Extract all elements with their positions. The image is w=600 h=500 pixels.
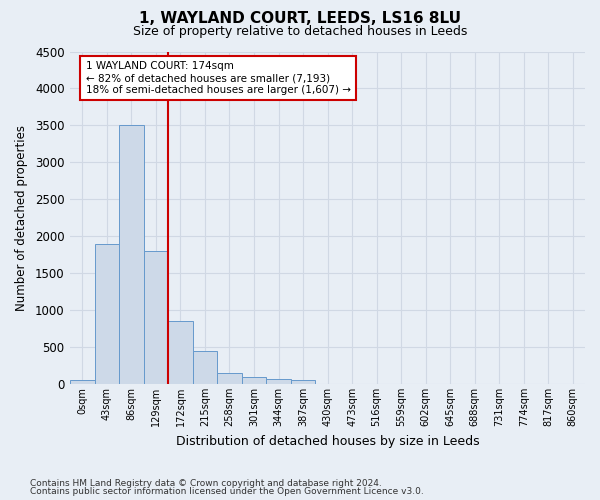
Bar: [95, 244, 119, 384]
Bar: [70, 380, 95, 384]
Bar: [143, 251, 168, 384]
Y-axis label: Number of detached properties: Number of detached properties: [15, 125, 28, 311]
Bar: [291, 380, 316, 384]
Bar: [217, 373, 242, 384]
Text: Contains HM Land Registry data © Crown copyright and database right 2024.: Contains HM Land Registry data © Crown c…: [30, 478, 382, 488]
Text: Size of property relative to detached houses in Leeds: Size of property relative to detached ho…: [133, 25, 467, 38]
Bar: [168, 321, 193, 384]
Bar: [242, 376, 266, 384]
Text: 1 WAYLAND COURT: 174sqm
← 82% of detached houses are smaller (7,193)
18% of semi: 1 WAYLAND COURT: 174sqm ← 82% of detache…: [86, 62, 350, 94]
Bar: [193, 351, 217, 384]
Text: Contains public sector information licensed under the Open Government Licence v3: Contains public sector information licen…: [30, 487, 424, 496]
Bar: [119, 126, 143, 384]
X-axis label: Distribution of detached houses by size in Leeds: Distribution of detached houses by size …: [176, 434, 479, 448]
Bar: [266, 379, 291, 384]
Text: 1, WAYLAND COURT, LEEDS, LS16 8LU: 1, WAYLAND COURT, LEEDS, LS16 8LU: [139, 11, 461, 26]
